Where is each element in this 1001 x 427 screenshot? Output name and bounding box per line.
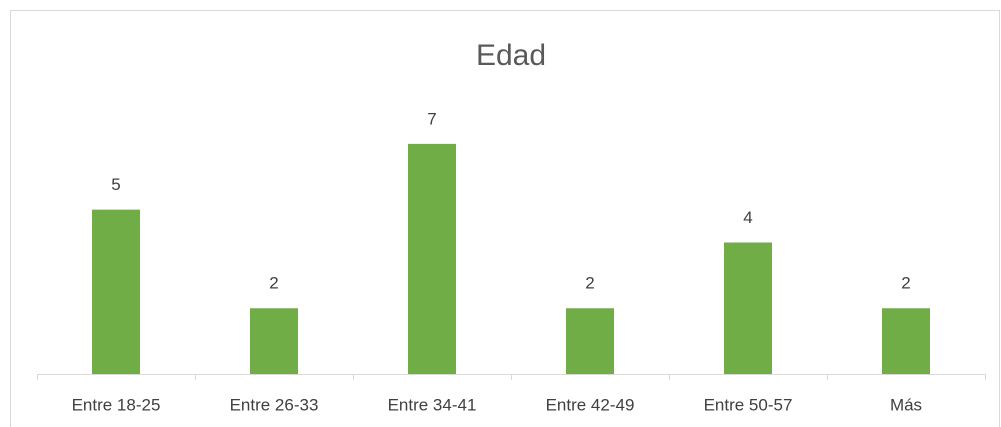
x-tick-label: Entre 42-49 — [546, 395, 635, 414]
data-label: 4 — [743, 208, 752, 227]
data-label: 2 — [269, 274, 278, 293]
bar — [408, 143, 456, 374]
chart-frame — [10, 10, 1000, 427]
x-tick-label: Más — [890, 395, 922, 414]
x-tick-label: Entre 18-25 — [72, 395, 161, 414]
data-label: 5 — [111, 175, 120, 194]
bar — [724, 242, 772, 374]
data-label: 7 — [427, 109, 436, 128]
x-tick-label: Entre 34-41 — [388, 395, 477, 414]
data-label: 2 — [901, 274, 910, 293]
bar — [566, 308, 614, 374]
x-tick-label: Entre 50-57 — [704, 395, 793, 414]
chart-title: Edad — [476, 39, 546, 72]
bar — [882, 308, 930, 374]
data-label: 2 — [585, 274, 594, 293]
bar — [250, 308, 298, 374]
x-tick-label: Entre 26-33 — [230, 395, 319, 414]
bar — [92, 209, 140, 374]
